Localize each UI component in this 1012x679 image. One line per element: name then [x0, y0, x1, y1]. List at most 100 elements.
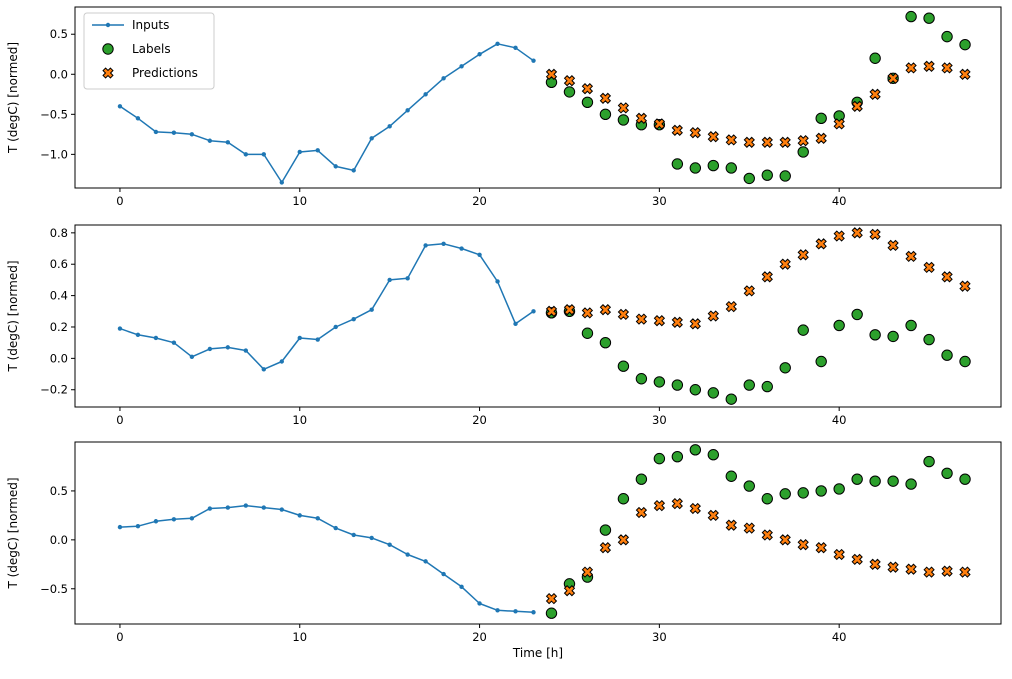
predictions-point [869, 228, 881, 241]
predictions-point [797, 539, 809, 551]
inputs-point [531, 610, 536, 615]
predictions-point [869, 88, 881, 100]
x-tick-label: 30 [652, 630, 667, 644]
predictions-point [653, 315, 666, 327]
predictions-point [851, 227, 863, 239]
predictions-point [545, 68, 558, 80]
inputs-point [279, 507, 284, 512]
inputs-point [261, 505, 266, 510]
predictions-point [707, 131, 719, 143]
labels-point [653, 452, 666, 465]
predictions-point [851, 100, 863, 112]
y-tick-label: 0.0 [50, 533, 68, 547]
inputs-line [119, 243, 534, 371]
predictions-point [905, 62, 917, 74]
predictions-point [869, 558, 881, 570]
predictions-point [653, 499, 666, 512]
labels-point [563, 86, 576, 98]
predictions-point [761, 271, 773, 283]
y-tick-label: −0.5 [40, 107, 68, 121]
labels-point [581, 327, 594, 339]
legend-labels-sample [102, 43, 114, 55]
inputs-point [315, 148, 320, 153]
labels-point [653, 376, 666, 388]
labels-point [959, 473, 971, 485]
predictions-point [959, 280, 971, 292]
y-tick-label: 0.6 [50, 257, 68, 271]
x-tick-label: 0 [116, 413, 123, 427]
inputs-point [333, 525, 338, 531]
y-axis-label: T (degC) [normed] [6, 42, 20, 154]
subplot-3: 0 10 20 30 40 0.5 0.0 −0.5 T (degC) [normed] [6, 441, 1002, 644]
labels-point [671, 158, 684, 170]
predictions-point [563, 304, 576, 316]
inputs-point [297, 335, 302, 341]
x-axis-label: Time [h] [512, 646, 564, 660]
inputs-point [333, 324, 338, 330]
predictions-point [725, 300, 737, 313]
inputs-point [441, 571, 446, 577]
labels-point [599, 108, 612, 121]
predictions-point [635, 313, 648, 325]
predictions-point [581, 566, 594, 578]
predictions-point [743, 285, 755, 297]
inputs-point [207, 138, 213, 143]
y-tick-label: −0.2 [40, 383, 68, 397]
inputs-point [225, 345, 231, 350]
x-tick-label: 40 [832, 630, 847, 644]
inputs-point [459, 584, 464, 590]
inputs-point [477, 252, 482, 258]
inputs-point [189, 132, 195, 137]
labels-point [689, 384, 702, 396]
inputs-point [513, 321, 518, 327]
inputs-point [495, 41, 500, 47]
inputs-point [477, 52, 482, 57]
predictions-point [563, 585, 576, 597]
inputs-point [315, 516, 320, 521]
predictions-point [887, 239, 899, 252]
labels-point [941, 30, 953, 43]
inputs-point [261, 152, 266, 157]
labels-point [635, 473, 648, 485]
predictions-point [779, 534, 791, 546]
inputs-point [405, 108, 410, 113]
labels-point [725, 393, 737, 405]
predictions-point [707, 509, 719, 522]
inputs-point [351, 316, 356, 322]
labels-point [833, 319, 845, 332]
labels-point [869, 329, 881, 341]
inputs-point [135, 116, 141, 121]
inputs-point [225, 505, 231, 510]
inputs-point [495, 608, 500, 613]
inputs-point [171, 517, 177, 522]
predictions-point [941, 62, 953, 74]
inputs-point [387, 277, 392, 283]
predictions-point [923, 261, 935, 274]
inputs-point [243, 152, 249, 157]
x-tick-label: 10 [292, 630, 307, 644]
labels-point [689, 162, 702, 174]
inputs-point [279, 180, 284, 185]
inputs-point [117, 326, 123, 331]
inputs-point [459, 64, 464, 69]
predictions-point [545, 305, 558, 317]
x-tick-label: 40 [832, 413, 847, 427]
inputs-point [513, 45, 518, 51]
inputs-point [135, 332, 141, 338]
labels-point [761, 169, 773, 181]
labels-point [851, 473, 863, 485]
predictions-point [815, 238, 827, 250]
y-tick-label: 0.4 [50, 289, 68, 303]
inputs-point [369, 535, 374, 541]
predictions-point [851, 553, 863, 566]
labels-point [671, 379, 684, 391]
labels-point [617, 360, 630, 372]
labels-point [887, 475, 899, 487]
axes-frame [74, 441, 1002, 625]
inputs-point [189, 516, 195, 521]
x-tick-label: 10 [292, 194, 307, 208]
predictions-point [887, 561, 899, 573]
predictions-point [725, 519, 737, 531]
predictions-point [779, 136, 791, 148]
x-tick-label: 40 [832, 194, 847, 208]
